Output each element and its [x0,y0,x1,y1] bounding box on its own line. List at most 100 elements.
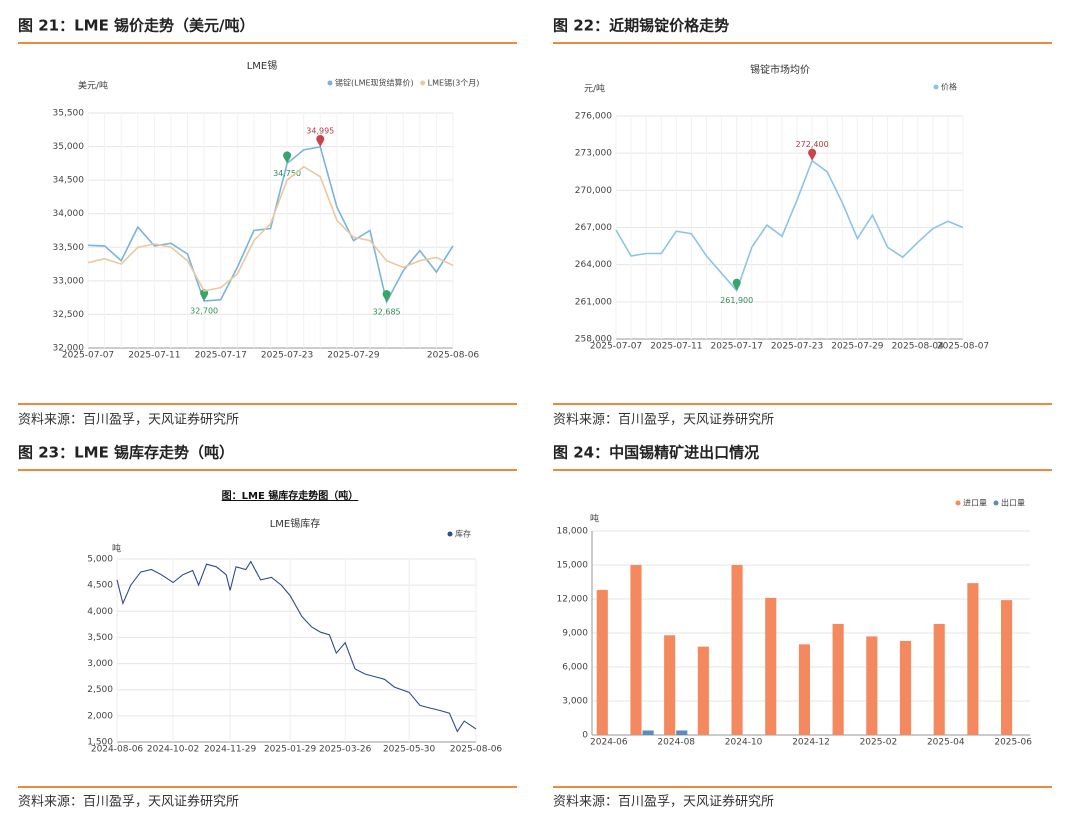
y-tick-label: 273,000 [575,149,612,159]
bar [676,730,688,735]
y-tick-label: 5,000 [87,555,113,565]
x-tick-label: 2025-05-30 [383,745,436,755]
y-tick-label: 18,000 [557,527,589,537]
figure-heading: 图 24：中国锡精矿进出口情况 [553,444,759,462]
legend-label: LME锡(3个月) [428,79,480,88]
x-tick-label: 2024-12 [792,738,830,748]
bar [933,623,945,735]
y-axis-label: 吨 [112,543,121,555]
bar [664,635,676,735]
series-line [116,560,477,733]
figure-heading: 图 21：LME 锡价走势（美元/吨） [18,17,255,35]
bar [642,730,654,735]
point-pin [382,290,391,303]
point-pin [808,148,817,161]
figure-heading: 图 23：LME 锡库存走势（吨） [18,444,234,462]
x-tick-label: 2024-10-02 [147,745,199,755]
y-tick-label: 2,500 [87,685,113,695]
x-tick-label: 2025-07-11 [128,351,180,361]
y-tick-label: 1,500 [87,738,113,748]
chart-title: LME锡 [247,59,278,72]
legend-label: 进口量 [963,499,987,508]
legend-label: 价格 [941,82,957,92]
x-tick-label: 2025-07-07 [62,351,114,361]
y-tick-label: 267,000 [575,223,612,233]
legend-swatch [993,500,999,506]
y-tick-label: 35,000 [53,142,85,152]
x-tick-label: 2024-11-29 [204,745,257,755]
y-tick-label: 3,000 [562,697,588,707]
value-label: 272,400 [796,140,829,149]
x-tick-label: 2025-07-17 [195,351,247,361]
bar [731,565,743,735]
bar [832,623,844,735]
y-tick-label: 6,000 [562,663,588,673]
x-tick-label: 2025-07-29 [327,351,380,361]
bar [697,646,709,735]
chart-subtitle: 图：LME 锡库存走势图（吨） [222,489,359,502]
y-tick-label: 35,500 [53,109,85,119]
y-axis-label: 美元/吨 [78,80,108,92]
y-tick-label: 4,500 [87,581,113,591]
y-tick-label: 3,000 [87,659,113,669]
bar [1001,600,1013,735]
y-tick-label: 9,000 [562,629,588,639]
legend-swatch [327,80,333,86]
x-tick-label: 2024-08-06 [91,745,144,755]
x-tick-label: 2025-04 [927,738,965,748]
value-label: 32,700 [190,307,218,316]
y-tick-label: 32,500 [53,310,85,320]
source-note: 资料来源：百川盈孚，天风证券研究所 [553,794,774,810]
legend-swatch [447,531,453,537]
y-tick-label: 34,500 [53,176,85,186]
source-note: 资料来源：百川盈孚，天风证券研究所 [553,412,774,428]
x-tick-label: 2024-08 [657,738,695,748]
y-tick-label: 33,000 [53,276,85,286]
y-tick-label: 258,000 [575,335,612,345]
source-note: 资料来源：百川盈孚，天风证券研究所 [18,794,239,810]
chart-title: 锡锭市场均价 [750,63,810,76]
y-tick-label: 3,500 [87,633,113,643]
point-pin [316,134,325,147]
y-tick-label: 33,500 [53,243,85,253]
point-pin [283,151,292,164]
bar [866,636,878,735]
x-tick-label: 2025-07-23 [261,351,313,361]
legend-swatch [933,84,939,90]
x-tick-label: 2025-07-17 [711,342,763,352]
value-label: 261,900 [720,296,753,305]
y-axis-label: 吨 [590,513,599,525]
value-label: 34,750 [273,169,301,178]
series-line [87,145,454,305]
y-tick-label: 270,000 [575,186,612,196]
legend-swatch [420,80,426,86]
x-tick-label: 2025-01-29 [264,745,317,755]
legend-swatch [955,500,961,506]
value-label: 34,995 [306,126,334,135]
y-tick-label: 4,000 [87,607,113,617]
x-tick-label: 2025-07-07 [590,342,642,352]
y-axis-label: 元/吨 [584,83,605,95]
y-tick-label: 0 [582,731,588,741]
figure-heading: 图 22：近期锡锭价格走势 [553,17,729,35]
series-line [615,159,964,293]
bar [967,583,979,735]
bar [630,565,642,735]
legend-label: 库存 [455,529,471,539]
bar [899,640,912,735]
x-tick-label: 2025-08-07 [937,342,989,352]
value-label: 32,685 [373,308,401,317]
y-tick-label: 276,000 [575,112,612,122]
source-note: 资料来源：百川盈孚，天风证券研究所 [18,412,239,428]
x-tick-label: 2025-06 [994,738,1032,748]
chart-title: LME锡库存 [270,517,321,530]
legend-label: 锡锭(LME现货结算价) [335,78,414,88]
x-tick-label: 2025-07-23 [771,342,823,352]
point-pin [200,289,209,301]
legend-label: 出口量 [1001,498,1025,508]
x-tick-label: 2024-06 [590,738,628,748]
x-tick-label: 2025-07-11 [650,342,702,352]
x-tick-label: 2025-02 [860,738,898,748]
y-tick-label: 261,000 [575,297,612,307]
